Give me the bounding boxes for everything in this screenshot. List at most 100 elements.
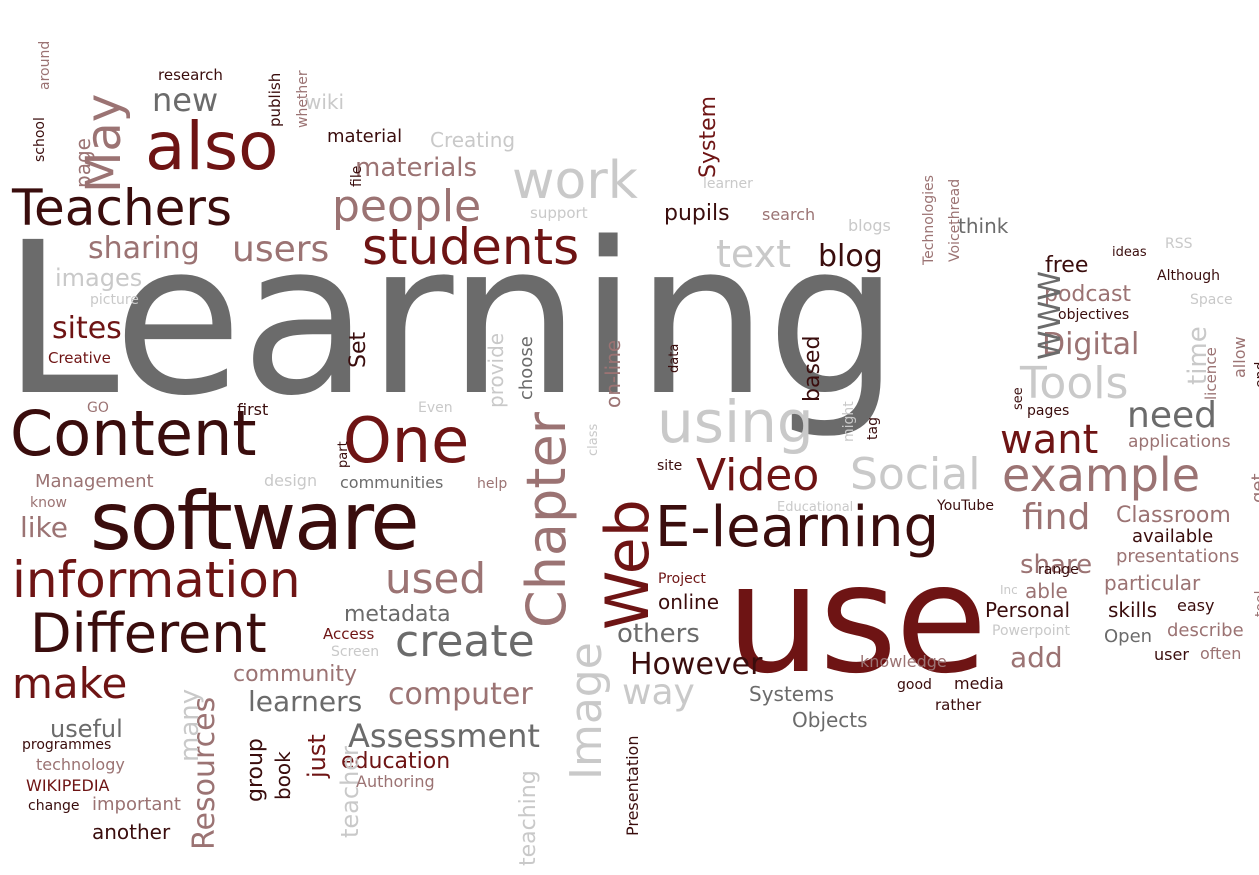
word-first: first	[237, 400, 269, 419]
word-teaching: teaching	[516, 770, 541, 866]
word-whether: whether	[295, 70, 311, 128]
word-on-line: on-line	[601, 339, 625, 408]
word-important: important	[92, 794, 181, 815]
word-rss: RSS	[1165, 236, 1193, 252]
word-support: support	[530, 204, 588, 222]
word-objectives: objectives	[1058, 307, 1130, 323]
word-easy: easy	[1177, 596, 1215, 615]
word-add: add	[1010, 641, 1063, 674]
word-share: share	[1020, 550, 1093, 580]
word-design: design	[264, 471, 318, 490]
word-find: find	[1022, 497, 1091, 538]
word-able: able	[1025, 579, 1068, 603]
word-pages: pages	[1027, 403, 1070, 419]
word-book: book	[271, 751, 295, 800]
word-set: Set	[346, 331, 371, 368]
word-however: However	[630, 647, 763, 682]
word-materials: materials	[355, 153, 478, 183]
word-students: students	[362, 218, 580, 276]
word-useful: useful	[50, 715, 123, 743]
word-system: System	[696, 95, 721, 178]
word-personal: Personal	[985, 598, 1071, 622]
word-using: using	[657, 388, 814, 456]
word-assessment: Assessment	[348, 717, 540, 755]
word-work: work	[512, 151, 638, 211]
word-online: online	[658, 590, 720, 614]
word-technologies: Technologies	[921, 175, 937, 265]
word-one: One	[343, 404, 470, 477]
word-systems: Systems	[749, 682, 834, 706]
word-picture: picture	[90, 292, 139, 308]
word-data: data	[667, 343, 682, 373]
word-used: used	[385, 554, 487, 603]
word-others: others	[617, 619, 700, 649]
word-go: GO	[87, 400, 109, 416]
word-presentation: Presentation	[623, 735, 642, 836]
word-youtube: YouTube	[937, 498, 994, 514]
word-research: research	[158, 66, 223, 84]
word-even: Even	[418, 400, 453, 416]
word-images: images	[55, 264, 143, 292]
word-another: another	[92, 820, 171, 844]
word-content: Content	[10, 397, 257, 470]
word-social: Social	[850, 449, 981, 500]
word-teacher: teacher	[336, 746, 364, 838]
word-users: users	[232, 229, 330, 270]
word-digital: Digital	[1042, 327, 1140, 362]
word-time: time	[1183, 326, 1213, 385]
word-get: get	[1248, 473, 1259, 503]
word-want: want	[1000, 417, 1099, 463]
word-presentations: presentations	[1116, 546, 1240, 567]
word-applications: applications	[1128, 432, 1231, 452]
word-material: material	[327, 126, 403, 147]
word-www: WWW	[1033, 271, 1068, 360]
word-around: around	[37, 40, 53, 90]
word-tool: tool	[1253, 590, 1259, 617]
word-example: example	[1002, 448, 1200, 502]
word-sites: sites	[52, 311, 122, 346]
word-educational: Educational	[777, 500, 854, 515]
word-access: Access	[323, 625, 375, 643]
word-voicethread: Voicethread	[947, 178, 963, 262]
word-programmes: programmes	[22, 737, 112, 753]
word-e-learning: E-learning	[655, 495, 940, 560]
word-software: software	[90, 475, 420, 568]
word-ideas: ideas	[1112, 245, 1147, 260]
word-part: part	[336, 441, 351, 468]
word-tools: Tools	[1020, 358, 1129, 409]
word-make: make	[12, 659, 128, 708]
word-publish: publish	[266, 72, 284, 127]
word-know: know	[30, 495, 67, 511]
word-allow: allow	[1230, 336, 1249, 378]
word-end: end	[1253, 361, 1259, 388]
word-provide: provide	[484, 332, 508, 408]
word-skills: skills	[1108, 598, 1158, 622]
word-space: Space	[1190, 292, 1233, 308]
word-choose: choose	[516, 336, 537, 400]
word-need: need	[1127, 395, 1217, 436]
word-classroom: Classroom	[1116, 503, 1231, 528]
word-information: information	[12, 551, 301, 609]
word-class: class	[586, 423, 601, 456]
word-education: education	[341, 749, 451, 774]
word-search: search	[762, 205, 816, 224]
word-sharing: sharing	[88, 231, 200, 266]
word-site: site	[657, 458, 683, 474]
word-pupils: pupils	[664, 201, 730, 226]
word-community: community	[233, 662, 358, 687]
word-might: might	[841, 401, 857, 442]
word-help: help	[477, 476, 508, 492]
word-tag: tag	[865, 417, 881, 440]
word-media: media	[954, 674, 1004, 693]
word-page: page	[71, 138, 95, 188]
word-particular: particular	[1104, 571, 1201, 595]
word-text: text	[716, 232, 791, 276]
word-computer: computer	[388, 677, 533, 712]
word-range: range	[1038, 562, 1079, 578]
word-group: group	[243, 738, 268, 802]
word-project: Project	[658, 571, 706, 587]
word-available: available	[1132, 526, 1214, 547]
word-learning: Learning	[2, 197, 900, 442]
word-free: free	[1045, 253, 1089, 278]
word-use: use	[726, 533, 988, 707]
